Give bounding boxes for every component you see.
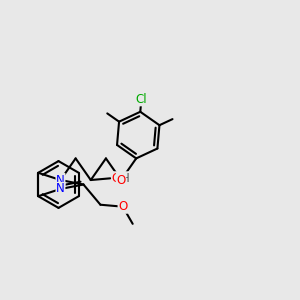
- Text: O: O: [116, 173, 126, 187]
- Text: H: H: [121, 172, 130, 185]
- Text: O: O: [118, 200, 128, 213]
- Text: N: N: [56, 173, 65, 187]
- Text: N: N: [56, 182, 65, 196]
- Text: O: O: [112, 172, 121, 185]
- Text: Cl: Cl: [136, 93, 147, 106]
